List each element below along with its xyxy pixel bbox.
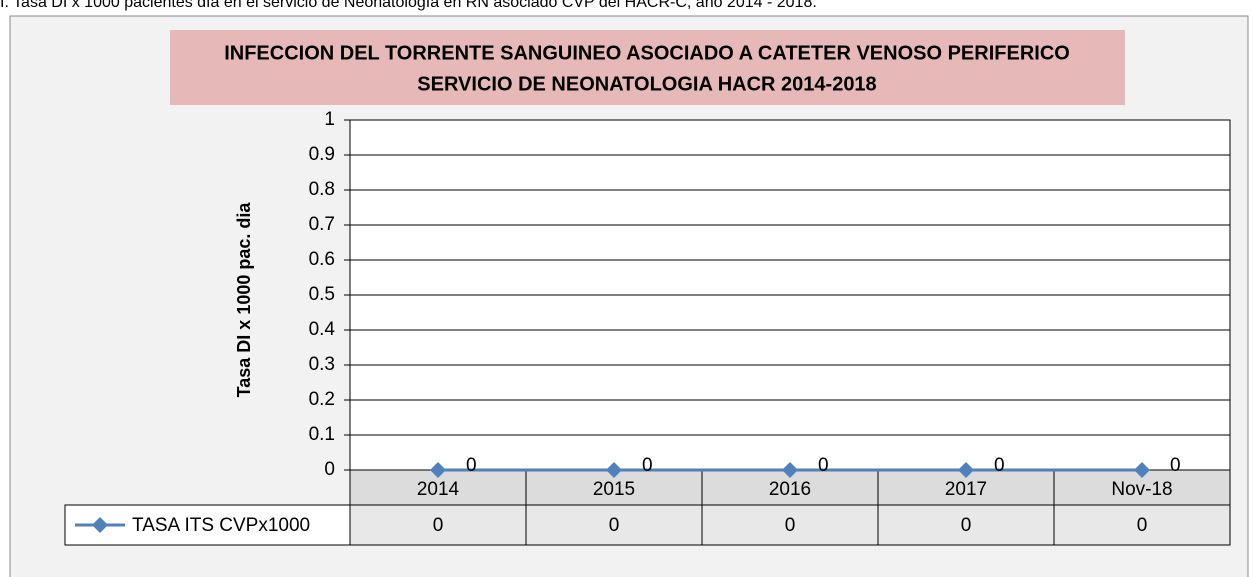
x-tick-label: 2016 (769, 479, 811, 500)
table-value: 0 (785, 515, 796, 536)
x-tick-label: 2015 (593, 479, 635, 500)
y-tick-label: 0.2 (309, 389, 335, 410)
title-box (170, 30, 1125, 105)
y-tick-label: 0.3 (309, 354, 335, 375)
y-tick-label: 0.5 (309, 284, 335, 305)
point-marker (782, 462, 798, 478)
data-label: 0 (466, 455, 477, 476)
caption: I. Tasa DI x 1000 pacientes día en el se… (0, 0, 817, 11)
y-tick-label: 1 (324, 109, 335, 130)
y-tick-label: 0.1 (309, 424, 335, 445)
point-marker (430, 462, 446, 478)
data-label: 0 (818, 455, 829, 476)
point-marker (958, 462, 974, 478)
table-value: 0 (1137, 515, 1148, 536)
data-label: 0 (1170, 455, 1181, 476)
point-marker (1134, 462, 1150, 478)
chart-subtitle: SERVICIO DE NEONATOLOGIA HACR 2014-2018 (417, 73, 876, 95)
y-axis-title: Tasa DI x 1000 pac. dia (234, 202, 254, 398)
x-tick-label: 2017 (945, 479, 987, 500)
table-value: 0 (433, 515, 444, 536)
point-marker (606, 462, 622, 478)
legend-label: TASA ITS CVPx1000 (132, 515, 310, 536)
chart-title: INFECCION DEL TORRENTE SANGUINEO ASOCIAD… (224, 42, 1070, 64)
data-label: 0 (642, 455, 653, 476)
x-tick-label: Nov-18 (1111, 479, 1172, 500)
legend-cell (64, 504, 351, 546)
y-tick-label: 0.8 (309, 179, 335, 200)
y-tick-label: 0.4 (309, 319, 336, 340)
table-value: 0 (609, 515, 620, 536)
legend-marker (92, 517, 108, 533)
y-tick-label: 0.7 (309, 214, 335, 235)
y-tick-label: 0 (324, 459, 335, 480)
table-value: 0 (961, 515, 972, 536)
data-label: 0 (994, 455, 1005, 476)
x-tick-label: 2014 (417, 479, 460, 500)
y-tick-label: 0.9 (309, 144, 335, 165)
y-tick-label: 0.6 (309, 249, 335, 270)
